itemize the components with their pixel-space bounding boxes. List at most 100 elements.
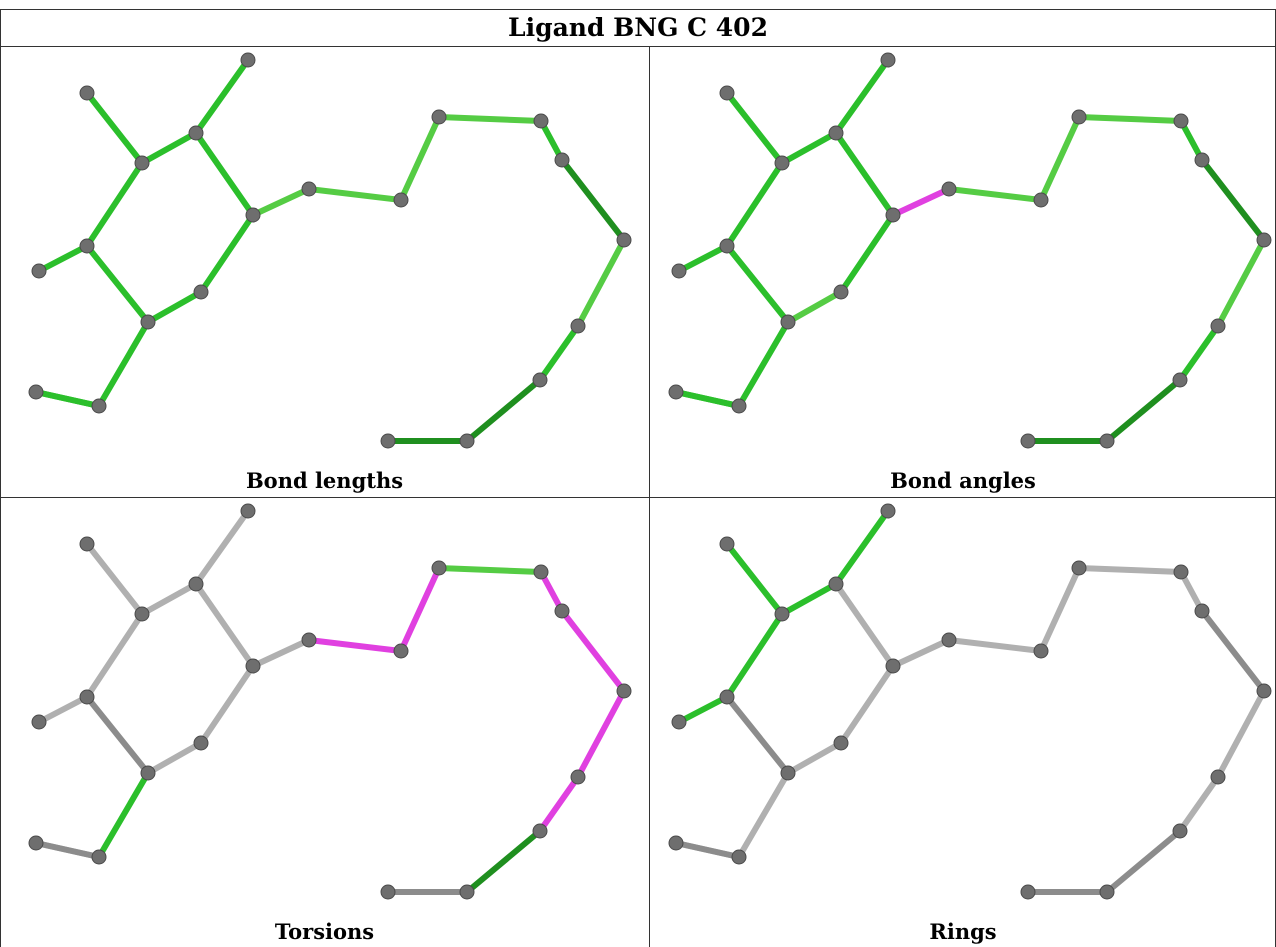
bond: [676, 694, 730, 725]
bond: [724, 694, 791, 776]
bond: [673, 840, 742, 860]
atom: [431, 109, 447, 125]
border-top: [0, 9, 1276, 10]
atom: [1099, 884, 1115, 900]
bond: [838, 663, 896, 746]
bond: [306, 186, 404, 203]
bond: [724, 243, 791, 325]
atom: [79, 85, 95, 101]
bond: [36, 243, 90, 274]
bond: [1177, 323, 1221, 383]
panel-bond-lengths: [12, 48, 648, 468]
atom: [380, 433, 396, 449]
bond: [779, 581, 839, 617]
bond: [250, 186, 312, 218]
bond: [33, 840, 102, 860]
atom: [1033, 643, 1049, 659]
atom: [1194, 152, 1210, 168]
atom: [193, 284, 209, 300]
bond: [724, 90, 785, 166]
atom: [941, 181, 957, 197]
atom: [79, 536, 95, 552]
atom: [1172, 372, 1188, 388]
column-divider: [649, 46, 650, 947]
atom: [31, 263, 47, 279]
bond: [946, 637, 1044, 654]
atom: [1210, 318, 1226, 334]
atom: [554, 603, 570, 619]
atom: [780, 765, 796, 781]
atom: [1172, 823, 1188, 839]
bond: [96, 319, 151, 409]
atom: [774, 606, 790, 622]
bond: [736, 319, 791, 409]
bond: [785, 740, 844, 776]
atom: [301, 632, 317, 648]
atom: [616, 232, 632, 248]
bond: [946, 186, 1044, 203]
atom: [554, 152, 570, 168]
atom: [719, 85, 735, 101]
bond: [139, 130, 199, 166]
atom: [393, 192, 409, 208]
atom: [780, 314, 796, 330]
row-divider: [0, 497, 1276, 498]
bond: [724, 160, 785, 249]
atom: [301, 181, 317, 197]
caption-bond-lengths: Bond lengths: [245, 468, 404, 493]
title-divider: [0, 46, 1276, 47]
atom: [1020, 433, 1036, 449]
bond: [145, 289, 204, 325]
panel-rings: [652, 499, 1276, 919]
bond: [1076, 114, 1184, 124]
atom: [671, 714, 687, 730]
bond: [398, 114, 442, 203]
atom: [245, 658, 261, 674]
atom: [833, 284, 849, 300]
atom: [533, 564, 549, 580]
bond: [398, 565, 442, 654]
bond: [193, 130, 256, 218]
bond: [198, 663, 256, 746]
bond: [84, 90, 145, 166]
bond: [139, 581, 199, 617]
bond: [464, 377, 543, 444]
atom: [731, 398, 747, 414]
atom: [774, 155, 790, 171]
atom: [79, 238, 95, 254]
bond: [436, 114, 544, 124]
atom: [79, 689, 95, 705]
atom: [431, 560, 447, 576]
atom: [393, 643, 409, 659]
atom: [719, 689, 735, 705]
atom: [885, 658, 901, 674]
atom: [616, 683, 632, 699]
bond: [193, 581, 256, 669]
atom: [828, 576, 844, 592]
bond: [145, 740, 204, 776]
bond: [559, 608, 627, 694]
atom: [570, 769, 586, 785]
atom: [380, 884, 396, 900]
atom: [193, 735, 209, 751]
atom: [668, 835, 684, 851]
atom: [1194, 603, 1210, 619]
bond: [537, 323, 581, 383]
bond: [833, 130, 896, 218]
bond: [193, 508, 251, 587]
bond: [96, 770, 151, 860]
atom: [671, 263, 687, 279]
bond: [724, 541, 785, 617]
bond: [1104, 377, 1183, 444]
panel-torsions: [12, 499, 648, 919]
atom: [245, 207, 261, 223]
bond: [833, 581, 896, 669]
bond: [890, 637, 952, 669]
bond: [84, 243, 151, 325]
atom: [1033, 192, 1049, 208]
caption-bond-angles: Bond angles: [890, 468, 1036, 493]
atom: [828, 125, 844, 141]
atom: [459, 884, 475, 900]
bond: [575, 237, 627, 329]
bond: [890, 186, 952, 218]
